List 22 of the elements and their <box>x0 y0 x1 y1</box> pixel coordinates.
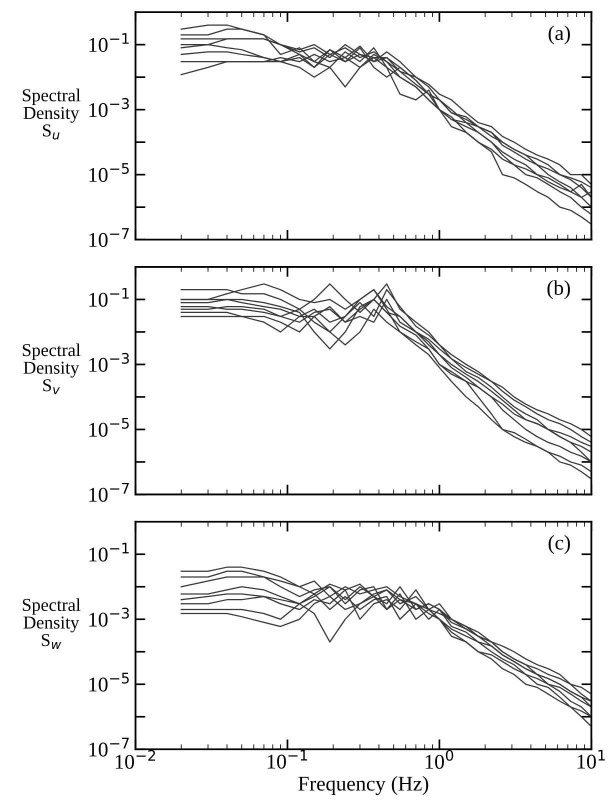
x-tick-label: 10$^{1}$ <box>578 750 605 769</box>
y-tick-label: 10$^{−5}$ <box>89 163 129 182</box>
y-axis-title: Spectral Density S$_{w}$ <box>22 598 80 649</box>
y-tick-label: 10$^{−1}$ <box>89 33 129 52</box>
y-tick-label: 10$^{−5}$ <box>89 418 129 437</box>
y-tick-label: 10$^{−1}$ <box>89 288 129 307</box>
y-tick-label: 10$^{−7}$ <box>89 228 129 247</box>
y-axis-title: Spectral Density S$_{v}$ <box>22 343 80 394</box>
y-tick-label: 10$^{−5}$ <box>89 672 129 692</box>
annotation: (b) <box>547 280 570 300</box>
y-tick-label: 10$^{−3}$ <box>89 98 129 118</box>
x-tick-label: 10$^{−2}$ <box>116 750 156 769</box>
y-axis-title: Spectral Density S$_{u}$ <box>22 88 80 140</box>
y-tick-label: 10$^{−3}$ <box>89 352 129 372</box>
annotation: (a) <box>548 25 570 44</box>
x-tick-label: 10$^{−1}$ <box>268 750 308 769</box>
annotation: (c) <box>548 535 570 554</box>
y-tick-label: 10$^{−1}$ <box>89 542 129 562</box>
y-tick-label: 10$^{−3}$ <box>89 608 129 627</box>
y-tick-label: 10$^{−7}$ <box>89 482 129 502</box>
x-tick-label: 10$^{0}$ <box>426 750 454 769</box>
x-axis-title: Frequency (Hz) <box>298 776 428 796</box>
